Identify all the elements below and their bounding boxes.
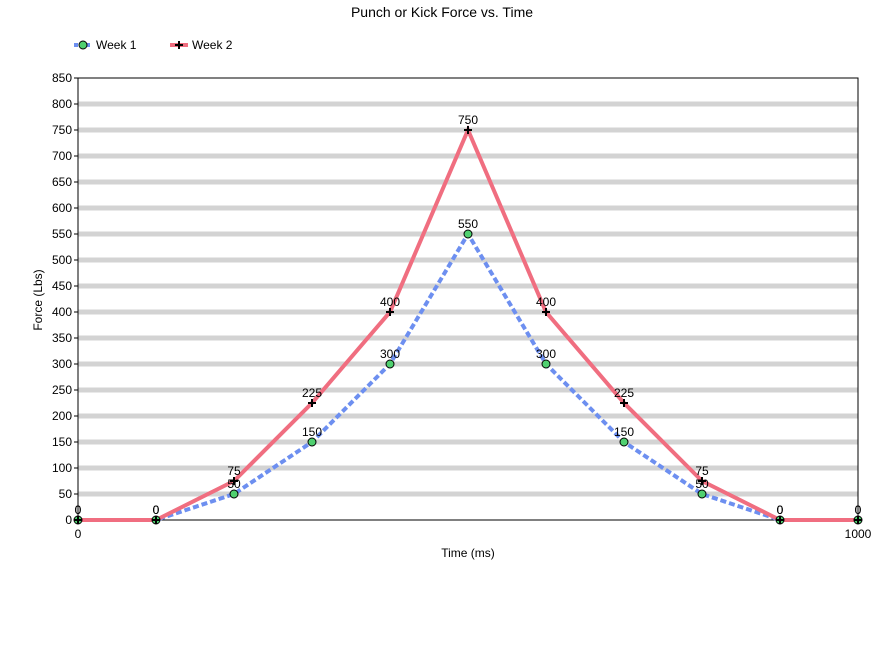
y-tick-label: 700 xyxy=(52,149,72,163)
chart-title: Punch or Kick Force vs. Time xyxy=(351,4,533,20)
y-tick-label: 300 xyxy=(52,357,72,371)
data-point xyxy=(463,229,473,239)
data-point xyxy=(620,399,628,407)
legend-marker xyxy=(78,40,88,50)
y-tick-label: 850 xyxy=(52,71,72,85)
plot-area xyxy=(77,77,859,521)
data-label: 0 xyxy=(777,503,784,517)
grid-lines xyxy=(78,101,858,497)
y-tick-label: 650 xyxy=(52,175,72,189)
data-point xyxy=(386,308,394,316)
y-tick-label: 750 xyxy=(52,123,72,137)
y-tick-label: 400 xyxy=(52,305,72,319)
legend-marker xyxy=(175,41,183,49)
data-point xyxy=(542,308,550,316)
series-markers xyxy=(73,126,863,525)
data-label: 0 xyxy=(777,503,784,517)
data-label: 150 xyxy=(614,425,634,439)
y-tick-label: 200 xyxy=(52,409,72,423)
data-point xyxy=(307,437,317,447)
y-tick-label: 100 xyxy=(52,461,72,475)
x-tick-label: 1000 xyxy=(845,527,872,541)
data-point xyxy=(308,399,316,407)
data-label: 75 xyxy=(695,464,709,478)
y-tick-label: 600 xyxy=(52,201,72,215)
data-label: 550 xyxy=(458,217,478,231)
data-label: 75 xyxy=(227,464,241,478)
y-tick-label: 150 xyxy=(52,435,72,449)
legend-label-1: Week 1 xyxy=(96,38,137,52)
data-label: 400 xyxy=(536,295,556,309)
data-point xyxy=(152,516,160,524)
legend-label-2: Week 2 xyxy=(192,38,233,52)
data-label: 225 xyxy=(614,386,634,400)
data-point xyxy=(698,477,706,485)
series-lines xyxy=(78,124,858,522)
y-tick-label: 550 xyxy=(52,227,72,241)
data-label: 50 xyxy=(695,477,709,491)
x-axis: 0 1000 xyxy=(75,520,872,541)
data-label: 300 xyxy=(536,347,556,361)
x-axis-label: Time (ms) xyxy=(441,546,495,560)
data-point xyxy=(385,359,395,369)
y-tick-label: 800 xyxy=(52,97,72,111)
data-label: 0 xyxy=(153,503,160,517)
y-tick-label: 0 xyxy=(65,513,72,527)
data-label: 0 xyxy=(75,503,82,517)
data-label: 750 xyxy=(458,113,478,127)
data-label: 0 xyxy=(855,503,862,517)
data-label: 50 xyxy=(227,477,241,491)
y-tick-label: 450 xyxy=(52,279,72,293)
series-line-2 xyxy=(78,124,858,522)
y-tick-label: 350 xyxy=(52,331,72,345)
y-tick-label: 250 xyxy=(52,383,72,397)
data-label: 300 xyxy=(380,347,400,361)
y-tick-label: 500 xyxy=(52,253,72,267)
data-label: 150 xyxy=(302,425,322,439)
data-point xyxy=(229,489,239,499)
data-point xyxy=(697,489,707,499)
data-label: 400 xyxy=(380,295,400,309)
data-point xyxy=(776,516,784,524)
y-axis-label: Force (Lbs) xyxy=(31,269,45,330)
legend: Week 1 Week 2 xyxy=(74,38,233,52)
y-axis: 0 50 100 150 200 250 300 350 400 450 500 550 600 650 7… xyxy=(52,71,78,527)
data-point xyxy=(854,516,862,524)
data-point xyxy=(619,437,629,447)
data-label: 0 xyxy=(153,503,160,517)
x-tick-label: 0 xyxy=(75,527,82,541)
data-point xyxy=(464,126,472,134)
y-tick-label: 50 xyxy=(59,487,73,501)
data-label: 0 xyxy=(75,503,82,517)
series-line-1 xyxy=(78,230,858,522)
data-point xyxy=(230,477,238,485)
data-point xyxy=(74,516,82,524)
data-label: 225 xyxy=(302,386,322,400)
data-point xyxy=(541,359,551,369)
data-label: 0 xyxy=(855,503,862,517)
